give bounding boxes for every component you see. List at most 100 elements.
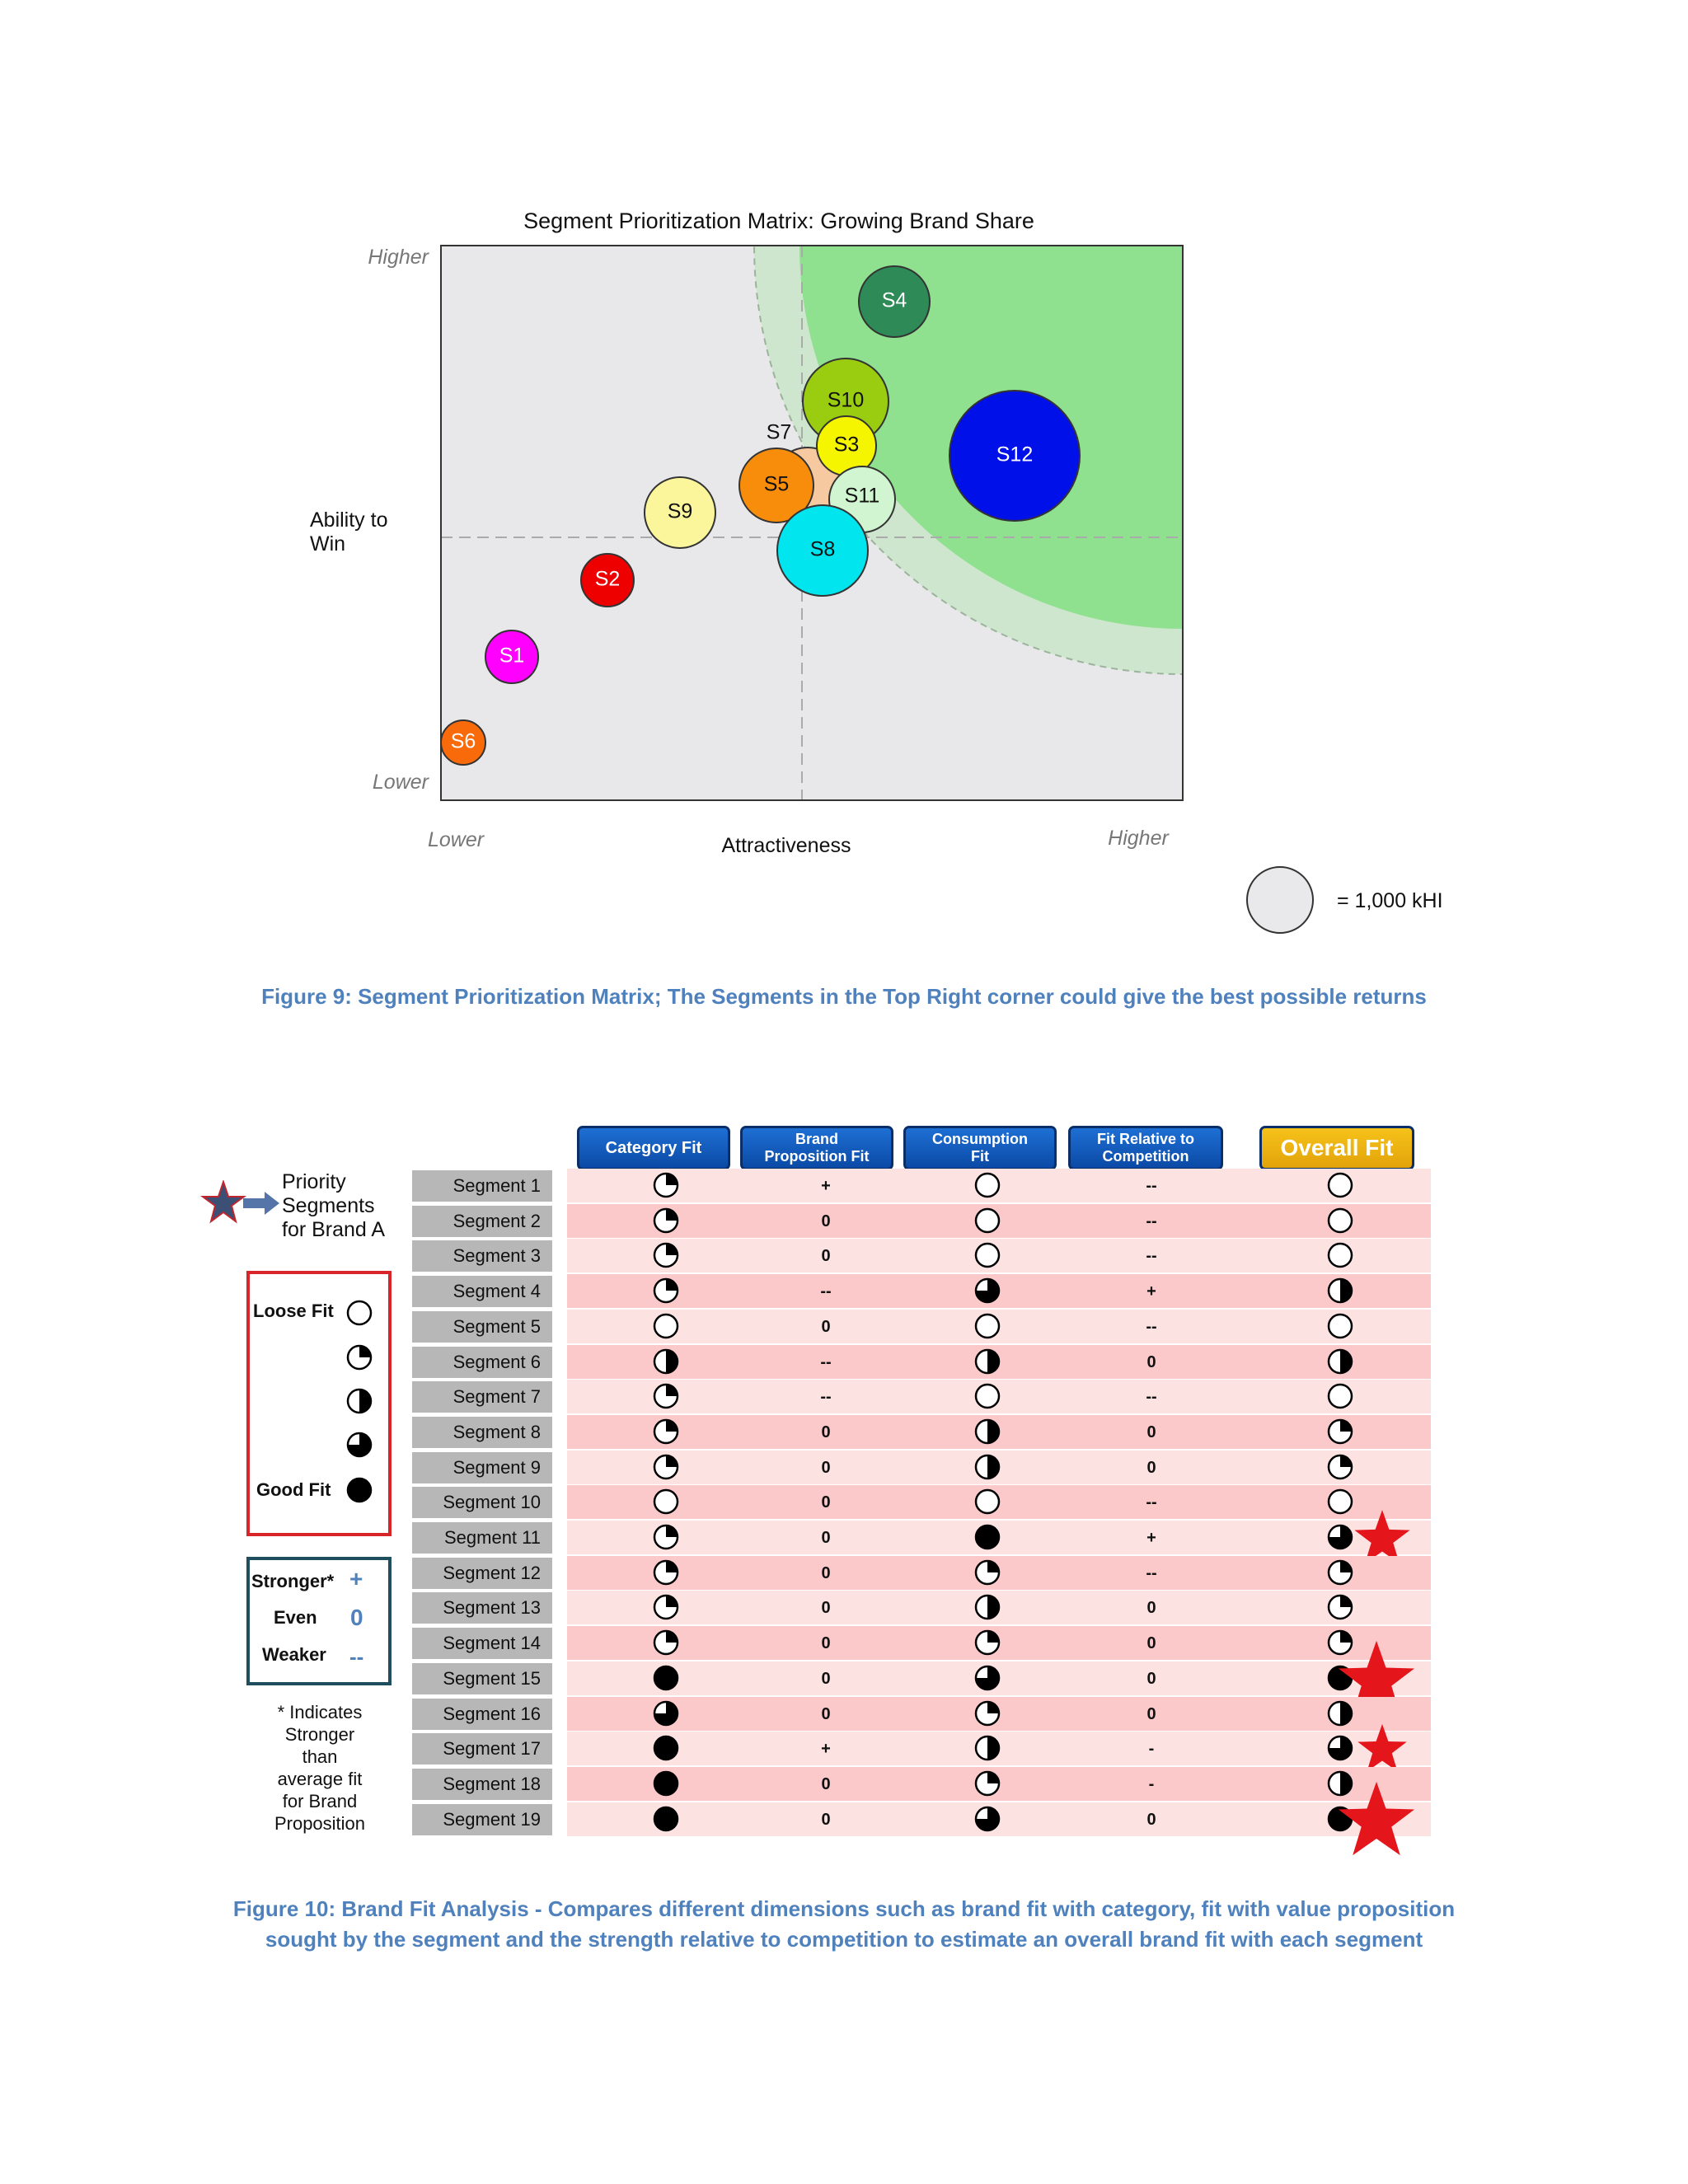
brand-fit-value: 0 [821, 1563, 831, 1582]
brand-fit-value: 0 [821, 1774, 831, 1793]
category-fit-icon [651, 1522, 681, 1552]
figure-10-caption-line1: Figure 10: Brand Fit Analysis - Compares… [232, 1896, 1456, 1921]
brand-fit-value: 0 [821, 1422, 831, 1441]
competition-fit-value: 0 [1146, 1634, 1156, 1653]
segment-name: Segment 19 [412, 1803, 552, 1835]
bubble-label-s1: S1 [499, 644, 525, 668]
consumption-fit-icon [973, 1804, 1002, 1834]
fit-level-icon [345, 1430, 374, 1460]
fit-level-icon [345, 1343, 374, 1372]
header-competition-line1: Fit Relative to [1096, 1131, 1195, 1147]
segment-name: Segment 12 [412, 1557, 552, 1589]
fit-level-icon [345, 1298, 374, 1328]
segment-prioritization-matrix: Segment Prioritization Matrix: Growing B… [310, 209, 1443, 934]
segment-name: Segment 5 [412, 1310, 552, 1343]
category-fit-icon [651, 1769, 681, 1798]
fit-scale-legend [246, 1271, 392, 1536]
segment-name: Segment 17 [412, 1733, 552, 1765]
brand-fit-value: + [821, 1740, 831, 1759]
overall-fit-icon [1325, 1487, 1355, 1516]
overall-fit-icon [1325, 1240, 1355, 1270]
overall-fit-icon [1325, 1417, 1355, 1446]
competition-fit-value: 0 [1146, 1422, 1156, 1441]
brand-fit-value: -- [820, 1352, 832, 1371]
segment-name: Segment 9 [412, 1451, 552, 1483]
bubble-s12 [949, 390, 1081, 522]
competition-fit-value: -- [1146, 1317, 1157, 1336]
consumption-fit-icon [973, 1381, 1002, 1411]
category-fit-icon [651, 1628, 681, 1657]
overall-fit-icon [1325, 1769, 1355, 1798]
category-fit-icon [651, 1733, 681, 1763]
bubble-s2 [580, 553, 635, 607]
bubble-label-s10: S10 [828, 389, 864, 412]
consumption-fit-icon [973, 1452, 1002, 1482]
overall-fit-icon [1325, 1628, 1355, 1657]
x-axis-low-label: Lower [428, 828, 485, 851]
brand-fit-value: 0 [821, 1810, 831, 1829]
segment-name: Segment 13 [412, 1592, 552, 1624]
bubble-label-s8: S8 [810, 538, 836, 561]
brand-fit-value: -- [820, 1282, 832, 1301]
category-fit-icon [651, 1311, 681, 1341]
category-fit-icon [651, 1804, 681, 1834]
figure-10-caption: Figure 10: Brand Fit Analysis - Compares… [0, 1894, 1688, 1955]
fit-level-icon [345, 1475, 374, 1505]
segment-name: Segment 8 [412, 1416, 552, 1448]
brand-fit-value: 0 [821, 1704, 831, 1723]
consumption-fit-icon [973, 1240, 1002, 1270]
segment-name: Segment 16 [412, 1698, 552, 1730]
consumption-fit-icon [973, 1628, 1002, 1657]
competition-fit-value: + [1146, 1282, 1156, 1301]
category-fit-icon [651, 1558, 681, 1587]
good-fit-label: Good Fit [256, 1479, 331, 1500]
bubble-s8 [776, 504, 869, 597]
header-brand-line2: Proposition Fit [764, 1148, 870, 1165]
note-line2: Stronger [284, 1724, 355, 1745]
consumption-fit-icon [973, 1347, 1002, 1376]
category-fit-icon [651, 1276, 681, 1305]
competition-fit-value: - [1148, 1740, 1155, 1759]
category-fit-icon [651, 1170, 681, 1200]
note-line3: than [302, 1746, 338, 1767]
priority-star-icon [1337, 1779, 1416, 1863]
segment-name: Segment 11 [412, 1522, 552, 1554]
priority-star-icon [1353, 1508, 1411, 1570]
priority-star-arrow-icon [200, 1180, 279, 1224]
segment-name: Segment 15 [412, 1662, 552, 1694]
header-category-fit-label: Category Fit [605, 1139, 702, 1157]
consumption-fit-icon [973, 1311, 1002, 1341]
category-fit-icon [651, 1206, 681, 1235]
bubble-label-s11: S11 [845, 485, 880, 508]
header-competition-line2: Competition [1102, 1148, 1189, 1165]
competition-fit-value: 0 [1146, 1669, 1156, 1688]
header-consumption-line2: Fit [971, 1148, 989, 1165]
brand-fit-value: 0 [821, 1634, 831, 1653]
header-brand-line1: Brand [795, 1131, 838, 1147]
category-fit-icon [651, 1381, 681, 1411]
overall-fit-icon [1325, 1170, 1355, 1200]
figure-9-caption: Figure 9: Segment Prioritization Matrix;… [261, 984, 1427, 1009]
brand-fit-value: 0 [821, 1212, 831, 1230]
header-consumption-line1: Consumption [932, 1131, 1028, 1147]
segment-name: Segment 18 [412, 1768, 552, 1800]
category-fit-icon [651, 1699, 681, 1728]
overall-fit-icon [1325, 1452, 1355, 1482]
stronger-symbol: + [349, 1566, 363, 1591]
segment-name: Segment 10 [412, 1487, 552, 1519]
overall-fit-icon [1325, 1699, 1355, 1728]
y-axis-label-line2: Win [310, 532, 345, 555]
consumption-fit-icon [973, 1663, 1002, 1693]
brand-fit-value: 0 [821, 1599, 831, 1618]
brand-fit-value: 0 [821, 1317, 831, 1336]
brand-fit-value: 0 [821, 1247, 831, 1266]
consumption-fit-icon [973, 1699, 1002, 1728]
header-fit-relative-competition: Fit Relative to Competition [1068, 1126, 1223, 1170]
y-axis-low-label: Lower [373, 771, 430, 794]
consumption-fit-icon [973, 1558, 1002, 1587]
competition-fit-value: -- [1146, 1247, 1157, 1266]
consumption-fit-icon [973, 1522, 1002, 1552]
brand-fit-value: + [821, 1177, 831, 1195]
priority-star-icon [1357, 1722, 1408, 1778]
category-fit-icon [651, 1452, 681, 1482]
